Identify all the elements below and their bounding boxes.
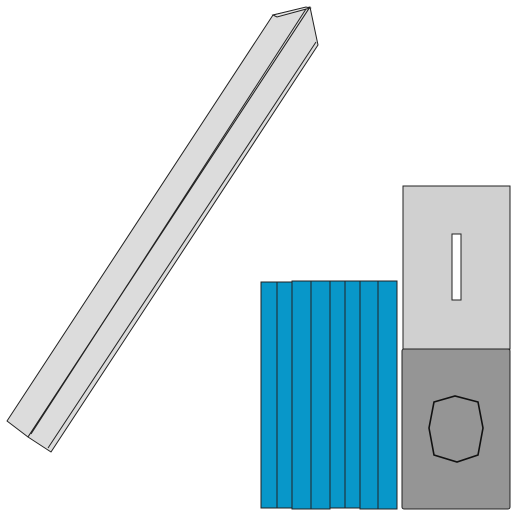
- beam-top-cap: [271, 6, 312, 18]
- beam-lower-edge-line: [47, 41, 317, 449]
- blue-panel: [291, 280, 312, 510]
- beam-ridge-line: [30, 8, 307, 435]
- beam-side-face: [27, 6, 319, 453]
- blue-panel: [344, 280, 361, 509]
- blue-panel: [359, 280, 379, 510]
- blue-panel: [377, 280, 398, 510]
- blue-panel: [260, 281, 278, 509]
- blue-panel-stack: [260, 280, 398, 510]
- diagonal-beam: [6, 6, 319, 453]
- vertical-slot: [451, 233, 462, 301]
- blue-panel: [329, 280, 346, 509]
- light-gray-block: [402, 185, 511, 350]
- dark-gray-block: [401, 348, 511, 510]
- blue-panel: [310, 280, 331, 510]
- octagon-outline: [428, 395, 484, 463]
- blue-panel: [276, 281, 294, 509]
